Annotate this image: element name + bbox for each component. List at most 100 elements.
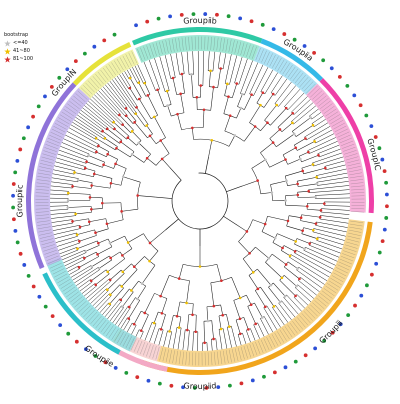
legend-title: bootstrap	[4, 32, 33, 38]
species-dot	[12, 217, 16, 221]
species-dot	[74, 59, 78, 63]
species-dot	[216, 385, 220, 389]
species-dot	[18, 148, 22, 152]
species-dot	[353, 304, 357, 308]
species-dot	[11, 194, 15, 198]
group-label-iib: Groupⅱb	[183, 16, 217, 26]
group-label-iid: Groupⅱd	[183, 381, 216, 391]
group-sector-fill	[306, 84, 366, 213]
species-dot	[19, 252, 23, 256]
species-dot	[359, 103, 363, 107]
species-dot	[102, 38, 106, 42]
species-dot	[380, 158, 384, 162]
legend-item-label: <=40	[13, 40, 28, 46]
species-dot	[321, 58, 325, 62]
species-dot	[145, 20, 149, 24]
species-dot	[303, 44, 307, 48]
legend-item-low: <=40	[4, 39, 33, 47]
species-dot	[26, 125, 30, 129]
species-dot	[250, 19, 254, 23]
species-dot	[169, 384, 173, 388]
species-dot	[378, 251, 382, 255]
species-dot	[158, 382, 162, 386]
species-dot	[51, 314, 55, 318]
inner-tree	[50, 51, 350, 351]
species-dot	[43, 95, 47, 99]
species-dot	[346, 313, 350, 317]
species-dot	[27, 274, 31, 278]
species-dot	[338, 75, 342, 79]
species-dot	[272, 27, 276, 31]
star-icon	[4, 48, 11, 55]
species-dot	[262, 375, 266, 379]
species-dot	[365, 283, 369, 287]
species-dot	[58, 323, 62, 327]
species-dot	[384, 216, 388, 220]
species-dot	[12, 182, 16, 186]
species-dot	[114, 366, 118, 370]
species-dot	[31, 115, 35, 119]
species-dot	[37, 104, 41, 108]
species-dot	[168, 15, 172, 19]
species-dot	[83, 52, 87, 56]
species-dot	[32, 285, 36, 289]
species-dot	[13, 170, 17, 174]
legend-item-label: 81~100	[13, 56, 33, 62]
species-dot	[16, 241, 20, 245]
species-dot	[22, 263, 26, 267]
species-dot	[282, 32, 286, 36]
species-dot	[251, 378, 255, 382]
species-dot	[364, 114, 368, 118]
species-dot	[50, 85, 54, 89]
legend-item-high: 81~100	[4, 55, 33, 63]
species-dot	[238, 16, 242, 20]
species-dot	[157, 17, 161, 21]
species-dot	[383, 228, 387, 232]
species-dot	[57, 76, 61, 80]
species-dot	[261, 23, 265, 27]
species-dot	[377, 146, 381, 150]
species-dot	[203, 12, 207, 16]
species-dot	[384, 181, 388, 185]
bootstrap-legend: bootstrap <=40 41~80 81~100	[4, 32, 33, 63]
species-dot	[215, 13, 219, 17]
species-dot	[37, 295, 41, 299]
species-dot	[15, 159, 19, 163]
group-label-iic: Groupⅱc	[15, 184, 25, 218]
species-dot	[134, 23, 138, 27]
species-dot	[312, 51, 316, 55]
species-dot	[14, 229, 18, 233]
species-dot	[22, 136, 26, 140]
species-dot	[383, 169, 387, 173]
species-dot	[92, 45, 96, 49]
legend-item-mid: 41~80	[4, 47, 33, 55]
species-dot	[240, 381, 244, 385]
species-dot	[65, 67, 69, 71]
species-dot	[370, 273, 374, 277]
species-dot	[330, 66, 334, 70]
star-icon	[4, 56, 11, 63]
species-dot	[385, 204, 389, 208]
species-dot	[385, 193, 389, 197]
species-dot	[359, 294, 363, 298]
species-dot	[369, 124, 373, 128]
group-bands	[26, 27, 374, 375]
species-dot	[66, 332, 70, 336]
group-sector-fill	[135, 35, 259, 63]
species-dot	[374, 262, 378, 266]
star-icon	[4, 40, 11, 47]
species-dot	[75, 340, 79, 344]
species-dot	[381, 239, 385, 243]
species-dot	[124, 371, 128, 375]
species-dot	[313, 346, 317, 350]
species-dot	[135, 375, 139, 379]
species-dot	[44, 305, 48, 309]
species-dot	[293, 38, 297, 42]
species-dot	[228, 384, 232, 388]
species-dot	[352, 93, 356, 97]
species-dot	[227, 14, 231, 18]
species-dot	[192, 12, 196, 16]
species-dot	[11, 206, 15, 210]
